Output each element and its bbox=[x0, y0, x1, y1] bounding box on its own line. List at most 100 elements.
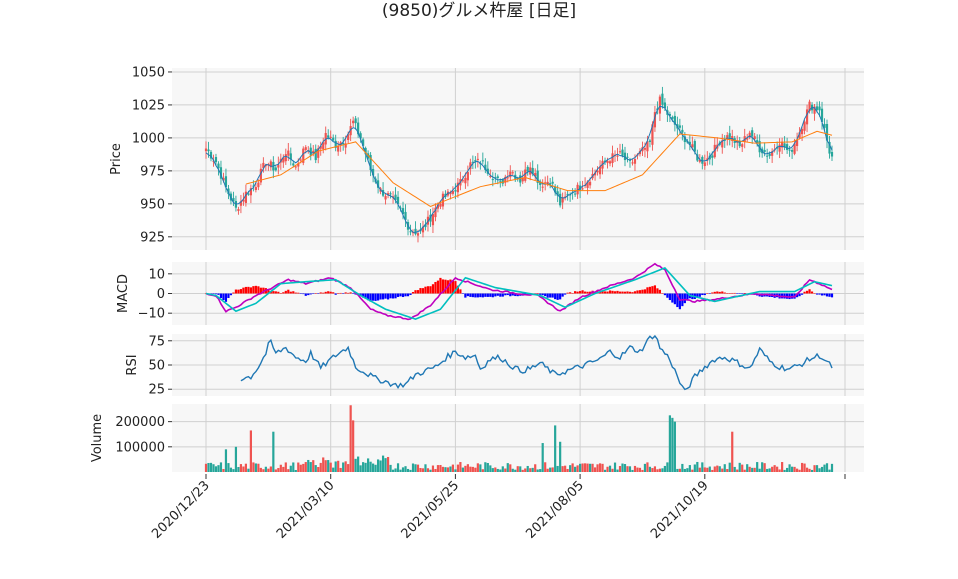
volume-bar bbox=[721, 468, 724, 472]
volume-bar bbox=[347, 464, 350, 472]
macd-hist-bar bbox=[536, 293, 539, 294]
volume-bar bbox=[317, 467, 320, 472]
candle-body bbox=[539, 181, 542, 185]
volume-bar bbox=[494, 467, 497, 472]
volume-bar bbox=[511, 468, 514, 472]
volume-bar bbox=[274, 469, 277, 472]
volume-bar bbox=[613, 462, 617, 472]
candle-body bbox=[544, 182, 547, 184]
macd-hist-bar bbox=[539, 293, 542, 295]
macd-hist-bar bbox=[309, 293, 312, 295]
candle-body bbox=[499, 180, 502, 182]
volume-bar bbox=[561, 466, 564, 472]
rsi-axis-label: RSI bbox=[125, 354, 140, 375]
candle-body bbox=[494, 177, 497, 179]
candle-body bbox=[588, 181, 592, 186]
macd-hist-bar bbox=[247, 286, 250, 294]
x-axis: 2020/12/23 2021/03/10 2021/05/25 2021/08/05… bbox=[149, 474, 846, 542]
macd-hist-bar bbox=[474, 293, 477, 298]
volume-bar bbox=[641, 469, 644, 472]
macd-hist-bar bbox=[237, 289, 240, 294]
macd-hist-bar bbox=[459, 289, 462, 294]
volume-bar bbox=[394, 468, 397, 472]
macd-hist-bar bbox=[426, 286, 430, 294]
macd-hist-bar bbox=[830, 293, 834, 298]
candle-body bbox=[598, 166, 602, 175]
volume-bar bbox=[279, 464, 282, 472]
candle-body bbox=[381, 190, 385, 196]
macd-hist-bar bbox=[571, 293, 574, 294]
macd-panel: −10 0 10 MACD bbox=[116, 262, 864, 325]
candle-body bbox=[244, 191, 248, 203]
candle-body bbox=[409, 231, 412, 233]
candle-body bbox=[252, 185, 255, 187]
volume-bar bbox=[756, 462, 759, 472]
macd-hist-bar bbox=[479, 293, 482, 298]
volume-bar bbox=[229, 467, 233, 472]
volume-bar bbox=[232, 469, 235, 472]
candle-body bbox=[534, 173, 537, 177]
volume-bar bbox=[339, 467, 342, 472]
candle-body bbox=[551, 181, 554, 184]
candle-body bbox=[352, 120, 355, 124]
macd-hist-bar bbox=[683, 293, 686, 304]
candle-body bbox=[648, 140, 652, 142]
macd-hist-bar bbox=[549, 293, 552, 298]
volume-bar bbox=[536, 469, 539, 472]
volume-bar bbox=[601, 463, 604, 472]
volume-bar bbox=[474, 467, 477, 472]
candle-body bbox=[711, 155, 714, 158]
macd-hist-bar bbox=[668, 293, 671, 301]
volume-bar bbox=[329, 462, 332, 472]
macd-hist-bar bbox=[232, 292, 235, 294]
volume-bar bbox=[524, 468, 527, 472]
candle-body bbox=[668, 113, 671, 116]
volume-bar bbox=[603, 469, 607, 472]
candle-body bbox=[386, 193, 390, 196]
volume-bar bbox=[753, 467, 756, 472]
macd-tick-label: 10 bbox=[148, 267, 165, 282]
macd-hist-bar bbox=[401, 293, 405, 298]
candle-body bbox=[574, 193, 577, 195]
volume-bar bbox=[534, 464, 537, 472]
candle-body bbox=[741, 144, 744, 147]
macd-hist-bar bbox=[349, 292, 352, 294]
candle-body bbox=[401, 208, 405, 215]
volume-bar bbox=[706, 467, 709, 472]
macd-hist-bar bbox=[810, 291, 814, 294]
volume-bar bbox=[618, 466, 622, 472]
macd-hist-bar bbox=[623, 291, 627, 294]
volume-bar bbox=[486, 462, 489, 472]
volume-tick-label: 200000 bbox=[115, 415, 165, 430]
macd-hist-bar bbox=[449, 279, 452, 294]
volume-bar bbox=[459, 462, 462, 472]
macd-hist-bar bbox=[222, 293, 225, 301]
macd-tick-label: 0 bbox=[157, 287, 165, 302]
macd-hist-bar bbox=[466, 293, 469, 297]
volume-bar bbox=[803, 463, 806, 472]
macd-hist-bar bbox=[254, 285, 257, 294]
candle-body bbox=[566, 193, 569, 195]
candle-body bbox=[289, 153, 292, 160]
macd-hist-bar bbox=[284, 290, 287, 294]
macd-hist-bar bbox=[703, 293, 706, 296]
candle-body bbox=[626, 156, 629, 158]
price-plot-area bbox=[172, 68, 864, 250]
volume-bar bbox=[267, 468, 270, 472]
macd-hist-bar bbox=[653, 285, 657, 294]
candle-body bbox=[327, 135, 330, 138]
macd-hist-bar bbox=[611, 290, 614, 294]
macd-hist-bar bbox=[299, 293, 302, 294]
volume-bar bbox=[489, 465, 492, 472]
macd-hist-bar bbox=[628, 291, 632, 294]
macd-hist-bar bbox=[676, 293, 679, 308]
candle-body bbox=[317, 148, 320, 158]
candle-body bbox=[696, 154, 699, 161]
volume-bar bbox=[788, 464, 791, 472]
volume-bar bbox=[436, 465, 440, 472]
macd-hist-bar bbox=[456, 285, 459, 294]
candle-body bbox=[302, 148, 305, 163]
macd-hist-bar bbox=[534, 293, 537, 294]
volume-bar bbox=[678, 468, 681, 472]
macd-hist-bar bbox=[317, 293, 320, 294]
